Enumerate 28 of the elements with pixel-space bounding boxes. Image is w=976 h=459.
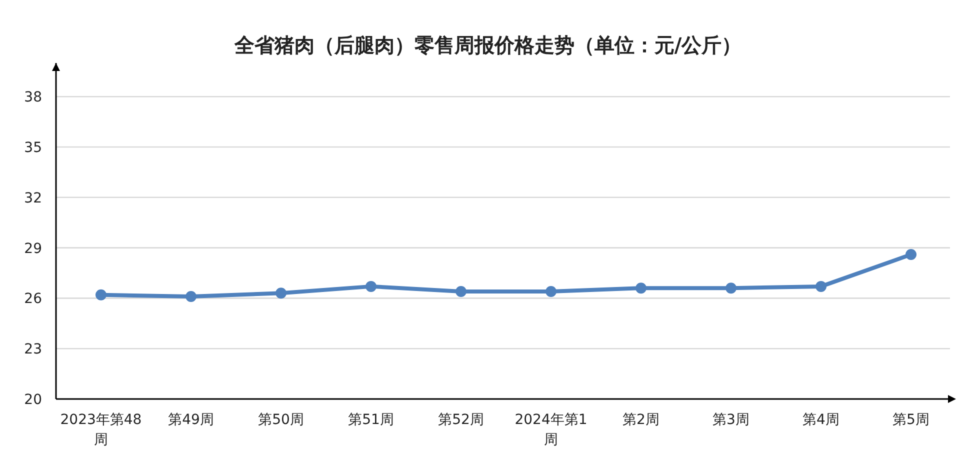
x-tick-label: 第52周 bbox=[438, 412, 484, 428]
y-tick-label: 32 bbox=[24, 190, 42, 206]
point bbox=[456, 286, 466, 297]
y-tick-label: 29 bbox=[24, 240, 42, 257]
point bbox=[816, 280, 826, 292]
x-tick-label: 第5周 bbox=[892, 412, 930, 428]
chart-title: 全省猪肉（后腿肉）零售周报价格走势（单位：元/公斤） bbox=[233, 33, 742, 57]
point bbox=[366, 280, 376, 292]
y-tick-label: 26 bbox=[24, 291, 42, 308]
x-tick-label: 第50周 bbox=[258, 412, 304, 428]
point bbox=[906, 249, 916, 260]
point bbox=[546, 286, 556, 297]
point bbox=[276, 288, 286, 299]
y-tick-label: 35 bbox=[24, 140, 42, 156]
point bbox=[186, 291, 196, 302]
x-tick-label: 第51周 bbox=[348, 412, 394, 428]
point bbox=[636, 282, 646, 294]
x-tick-label: 第4周 bbox=[802, 412, 840, 428]
point bbox=[726, 282, 736, 294]
x-tick-label: 第49周 bbox=[168, 412, 214, 428]
y-tick-label: 38 bbox=[24, 90, 42, 106]
x-tick-label: 第2周 bbox=[622, 412, 660, 428]
y-tick-label: 23 bbox=[24, 342, 42, 358]
y-tick-label: 20 bbox=[24, 392, 42, 408]
x-tick-label: 第3周 bbox=[712, 412, 750, 428]
x-tick-label: 2024年第1周 bbox=[514, 412, 588, 448]
point bbox=[96, 289, 106, 300]
x-tick-label: 2023年第48周 bbox=[60, 412, 142, 448]
